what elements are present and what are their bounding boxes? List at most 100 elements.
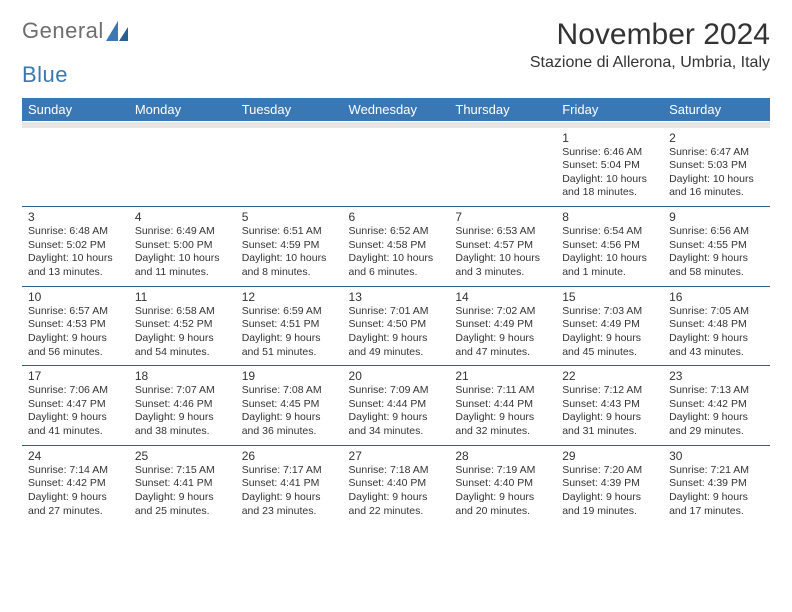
day-detail-cell xyxy=(22,146,129,207)
day-detail-cell xyxy=(129,146,236,207)
day-detail-cell: Sunrise: 7:15 AMSunset: 4:41 PMDaylight:… xyxy=(129,464,236,525)
dow-tue: Tuesday xyxy=(236,98,343,122)
sunset-text: Sunset: 4:58 PM xyxy=(349,239,427,251)
daylight-text: Daylight: 10 hours and 8 minutes. xyxy=(242,252,337,279)
day-number-cell: 20 xyxy=(343,366,450,385)
day-detail-cell: Sunrise: 6:48 AMSunset: 5:02 PMDaylight:… xyxy=(22,225,129,286)
sunrise-text: Sunrise: 7:20 AM xyxy=(562,464,642,476)
daylight-text: Daylight: 9 hours and 25 minutes. xyxy=(135,491,230,518)
daylight-text: Daylight: 10 hours and 3 minutes. xyxy=(455,252,550,279)
sunrise-text: Sunrise: 6:47 AM xyxy=(669,146,749,158)
sunrise-text: Sunrise: 7:13 AM xyxy=(669,384,749,396)
sunrise-text: Sunrise: 6:56 AM xyxy=(669,225,749,237)
day-detail-cell: Sunrise: 6:54 AMSunset: 4:56 PMDaylight:… xyxy=(556,225,663,286)
date-row: 10111213141516 xyxy=(22,286,770,305)
sunrise-text: Sunrise: 7:09 AM xyxy=(349,384,429,396)
sunrise-text: Sunrise: 7:21 AM xyxy=(669,464,749,476)
day-number-cell: 18 xyxy=(129,366,236,385)
sunrise-text: Sunrise: 7:03 AM xyxy=(562,305,642,317)
day-number-cell: 14 xyxy=(449,286,556,305)
dow-thu: Thursday xyxy=(449,98,556,122)
sunset-text: Sunset: 4:49 PM xyxy=(562,318,640,330)
logo-sail-icon xyxy=(106,21,128,41)
day-number-cell: 23 xyxy=(663,366,770,385)
sunset-text: Sunset: 5:04 PM xyxy=(562,159,640,171)
sunrise-text: Sunrise: 7:07 AM xyxy=(135,384,215,396)
title-block: November 2024 Stazione di Allerona, Umbr… xyxy=(530,18,770,72)
day-number-cell: 25 xyxy=(129,445,236,464)
daylight-text: Daylight: 9 hours and 31 minutes. xyxy=(562,411,657,438)
day-detail-cell: Sunrise: 7:17 AMSunset: 4:41 PMDaylight:… xyxy=(236,464,343,525)
day-detail-cell: Sunrise: 6:46 AMSunset: 5:04 PMDaylight:… xyxy=(556,146,663,207)
sunrise-text: Sunrise: 6:57 AM xyxy=(28,305,108,317)
sunset-text: Sunset: 4:52 PM xyxy=(135,318,213,330)
sunset-text: Sunset: 4:50 PM xyxy=(349,318,427,330)
day-detail-cell: Sunrise: 7:21 AMSunset: 4:39 PMDaylight:… xyxy=(663,464,770,525)
sunset-text: Sunset: 4:46 PM xyxy=(135,398,213,410)
sunset-text: Sunset: 4:53 PM xyxy=(28,318,106,330)
sunset-text: Sunset: 4:47 PM xyxy=(28,398,106,410)
detail-row: Sunrise: 6:48 AMSunset: 5:02 PMDaylight:… xyxy=(22,225,770,286)
logo-text-2: Blue xyxy=(22,62,68,88)
day-number-cell: 5 xyxy=(236,207,343,226)
sunset-text: Sunset: 4:56 PM xyxy=(562,239,640,251)
sunrise-text: Sunrise: 6:52 AM xyxy=(349,225,429,237)
daylight-text: Daylight: 10 hours and 13 minutes. xyxy=(28,252,123,279)
day-detail-cell: Sunrise: 6:52 AM Sunset: 4:58 PMDaylight:… xyxy=(343,225,450,286)
day-number-cell: 22 xyxy=(556,366,663,385)
day-detail-cell: Sunrise: 7:14 AMSunset: 4:42 PMDaylight:… xyxy=(22,464,129,525)
day-number-cell: 6 xyxy=(343,207,450,226)
day-number-cell: 10 xyxy=(22,286,129,305)
sunrise-text: Sunrise: 7:02 AM xyxy=(455,305,535,317)
daylight-text: Daylight: 9 hours and 49 minutes. xyxy=(349,332,444,359)
sunrise-text: Sunrise: 6:51 AM xyxy=(242,225,322,237)
day-number-cell xyxy=(129,128,236,146)
daylight-text: Daylight: 9 hours and 29 minutes. xyxy=(669,411,764,438)
day-detail-cell: Sunrise: 6:49 AMSunset: 5:00 PMDaylight:… xyxy=(129,225,236,286)
sunset-text: Sunset: 4:57 PM xyxy=(455,239,533,251)
day-number-cell: 8 xyxy=(556,207,663,226)
dow-mon: Monday xyxy=(129,98,236,122)
daylight-text: Daylight: 9 hours and 54 minutes. xyxy=(135,332,230,359)
daylight-text: Daylight: 10 hours and 6 minutes. xyxy=(349,252,444,279)
detail-row: Sunrise: 7:06 AMSunset: 4:47 PMDaylight:… xyxy=(22,384,770,445)
month-title: November 2024 xyxy=(530,18,770,52)
calendar-page: General November 2024 Stazione di Allero… xyxy=(0,0,792,524)
daylight-text: Daylight: 9 hours and 22 minutes. xyxy=(349,491,444,518)
sunset-text: Sunset: 5:00 PM xyxy=(135,239,213,251)
sunrise-text: Sunrise: 7:01 AM xyxy=(349,305,429,317)
day-detail-cell: Sunrise: 7:06 AMSunset: 4:47 PMDaylight:… xyxy=(22,384,129,445)
daylight-text: Daylight: 9 hours and 23 minutes. xyxy=(242,491,337,518)
sunset-text: Sunset: 4:45 PM xyxy=(242,398,320,410)
day-detail-cell xyxy=(449,146,556,207)
day-detail-cell: Sunrise: 7:12 AMSunset: 4:43 PMDaylight:… xyxy=(556,384,663,445)
day-detail-cell: Sunrise: 6:56 AMSunset: 4:55 PMDaylight:… xyxy=(663,225,770,286)
sunrise-text: Sunrise: 6:59 AM xyxy=(242,305,322,317)
day-detail-cell: Sunrise: 7:02 AMSunset: 4:49 PMDaylight:… xyxy=(449,305,556,366)
sunset-text: Sunset: 4:42 PM xyxy=(28,477,106,489)
day-detail-cell: Sunrise: 6:58 AMSunset: 4:52 PMDaylight:… xyxy=(129,305,236,366)
day-number-cell: 19 xyxy=(236,366,343,385)
day-detail-cell: Sunrise: 7:08 AMSunset: 4:45 PMDaylight:… xyxy=(236,384,343,445)
day-detail-cell xyxy=(343,146,450,207)
daylight-text: Daylight: 9 hours and 56 minutes. xyxy=(28,332,123,359)
day-detail-cell: Sunrise: 6:57 AMSunset: 4:53 PM Daylight:… xyxy=(22,305,129,366)
daylight-text: Daylight: 9 hours and 43 minutes. xyxy=(669,332,764,359)
sunset-text: Sunset: 4:41 PM xyxy=(135,477,213,489)
sunrise-text: Sunrise: 7:17 AM xyxy=(242,464,322,476)
sunrise-text: Sunrise: 7:18 AM xyxy=(349,464,429,476)
day-detail-cell: Sunrise: 7:03 AMSunset: 4:49 PMDaylight:… xyxy=(556,305,663,366)
logo-text-1: General xyxy=(22,18,104,44)
day-detail-cell xyxy=(236,146,343,207)
sunset-text: Sunset: 4:44 PM xyxy=(455,398,533,410)
day-detail-cell: Sunrise: 6:47 AMSunset: 5:03 PMDaylight:… xyxy=(663,146,770,207)
sunrise-text: Sunrise: 7:14 AM xyxy=(28,464,108,476)
sunset-text: Sunset: 4:55 PM xyxy=(669,239,747,251)
sunset-text: Sunset: 4:39 PM xyxy=(562,477,640,489)
detail-row: Sunrise: 6:46 AMSunset: 5:04 PMDaylight:… xyxy=(22,146,770,207)
daylight-text: Daylight: 9 hours and 38 minutes. xyxy=(135,411,230,438)
sunrise-text: Sunrise: 7:12 AM xyxy=(562,384,642,396)
daylight-text: Daylight: 10 hours and 18 minutes. xyxy=(562,173,657,200)
sunset-text: Sunset: 5:03 PM xyxy=(669,159,747,171)
day-number-cell: 21 xyxy=(449,366,556,385)
